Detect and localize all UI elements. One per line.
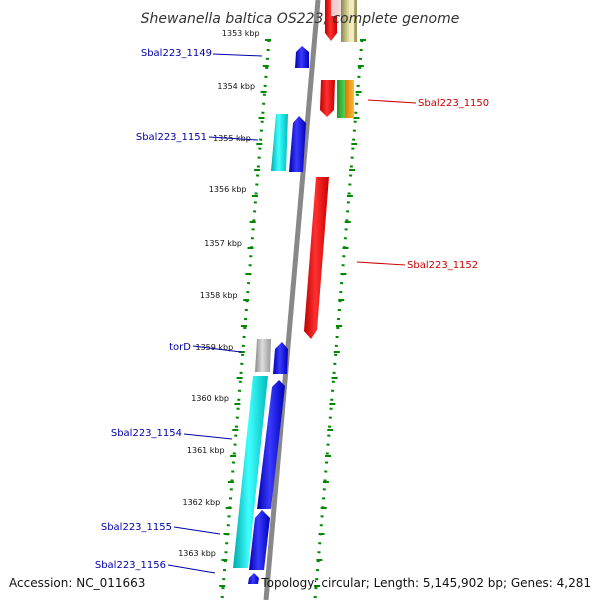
gene-top-olive-light [349, 0, 354, 42]
gene-label-tord: torD [169, 342, 191, 353]
topology-text: Topology: circular; Length: 5,145,902 bp… [260, 576, 591, 590]
gene-sbal223-1156 [248, 573, 259, 584]
gene-label-sbal223-1154: Sbal223_1154 [111, 428, 182, 439]
gene-sbal223-1155 [249, 510, 270, 570]
kbp-label: 1361 kbp [187, 446, 225, 455]
gene-sbal223-1149 [295, 46, 309, 68]
gene-label-sbal223-1152: Sbal223_1152 [407, 260, 478, 271]
genome-axis [263, 0, 321, 600]
connector-sbal223-1150 [367, 99, 417, 104]
connector-tord [192, 345, 242, 353]
connector-sbal223-1152 [356, 261, 406, 266]
kbp-label: 1356 kbp [209, 185, 247, 194]
gene-label-sbal223-1156: Sbal223_1156 [95, 560, 166, 571]
gene-sbal223-1154-cyan [233, 376, 268, 568]
connector-sbal223-1154 [183, 433, 233, 440]
connector-sbal223-1149 [212, 53, 263, 57]
gene-sbal223-1154-blue [257, 380, 285, 509]
accession-text: Accession: NC_011663 [9, 576, 145, 590]
gene-label-sbal223-1150: Sbal223_1150 [418, 98, 489, 109]
kbp-label: 1357 kbp [204, 239, 242, 248]
kbp-label: 1358 kbp [200, 291, 238, 300]
right-track-ticks [314, 39, 366, 587]
kbp-label: 1363 kbp [178, 549, 216, 558]
inner-left-dotted-track [220, 39, 271, 600]
connector-sbal223-1151 [208, 136, 259, 141]
gene-label-sbal223-1155: Sbal223_1155 [101, 522, 172, 533]
kbp-label: 1359 kbp [195, 343, 233, 352]
gene-sbal223-1151-blue [289, 116, 306, 172]
kbp-label: 1362 kbp [182, 498, 220, 507]
gene-label-sbal223-1149: Sbal223_1149 [141, 48, 212, 59]
gene-sbal223-1152 [304, 177, 329, 339]
gene-label-sbal223-1151: Sbal223_1151 [136, 132, 207, 143]
label-connectors [167, 53, 417, 574]
connector-sbal223-1155 [173, 526, 221, 535]
gene-top-pink [331, 0, 342, 16]
kbp-label: 1353 kbp [222, 29, 260, 38]
kbp-label: 1360 kbp [191, 394, 229, 403]
map-title: Shewanella baltica OS223, complete genom… [141, 11, 460, 27]
outer-right-dotted-track [313, 39, 364, 600]
gene-tord-blue [273, 342, 288, 374]
gene-sbal223-1150-c [345, 80, 354, 118]
gene-tord-gray [255, 339, 271, 372]
connector-sbal223-1156 [167, 564, 216, 574]
gene-sbal223-1150-b [337, 80, 347, 118]
gene-sbal223-1150-a [320, 80, 335, 117]
kbp-label: 1354 kbp [217, 82, 255, 91]
gene-sbal223-1151-cyan [271, 114, 288, 171]
